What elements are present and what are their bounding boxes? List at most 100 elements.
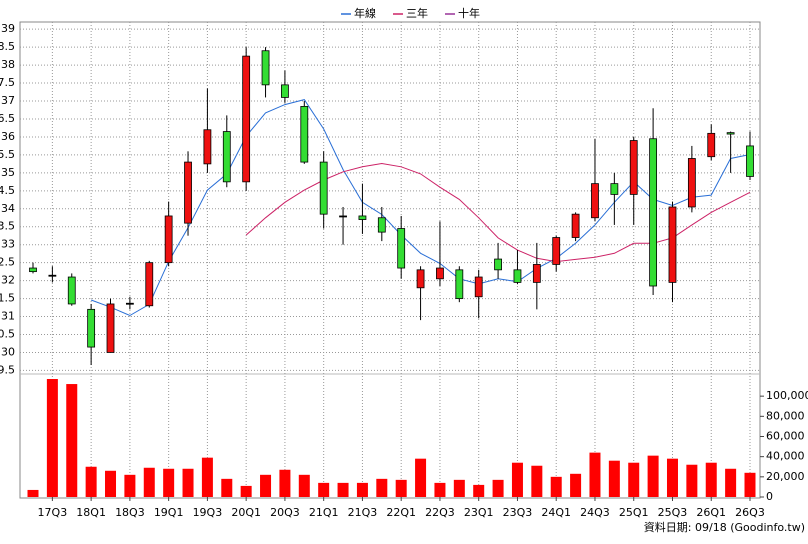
volume-bar — [725, 468, 737, 497]
candle-body — [629, 140, 638, 195]
volume-bar — [395, 479, 407, 497]
y-tick-label: 35.5 — [0, 148, 15, 161]
volume-bar — [124, 474, 136, 497]
volume-bar — [415, 458, 427, 497]
volume-bar — [570, 473, 582, 497]
x-tick-label: 19Q1 — [154, 506, 184, 519]
candle-body — [610, 183, 619, 195]
volume-bar — [318, 482, 330, 497]
candle-body — [106, 303, 115, 353]
y-tick-label: 33.5 — [0, 220, 15, 233]
y-tick-label: 32.5 — [0, 256, 15, 269]
x-tick-label: 21Q1 — [309, 506, 339, 519]
volume-bar — [686, 464, 698, 497]
candle-body — [87, 308, 96, 348]
candle-body — [125, 302, 134, 305]
candle-body — [707, 132, 716, 158]
x-tick-label: 20Q3 — [270, 506, 300, 519]
volume-bar — [647, 455, 659, 497]
x-tick-label: 25Q3 — [658, 506, 688, 519]
candle-body — [668, 206, 677, 283]
x-tick-label: 23Q3 — [503, 506, 533, 519]
volume-bar — [143, 467, 155, 497]
y2-tick-label: 80,000 — [766, 409, 805, 422]
candle-body — [474, 276, 483, 298]
volume-bar — [473, 484, 485, 497]
volume-bar — [511, 462, 523, 497]
candle-body — [164, 215, 173, 264]
candle-body — [48, 274, 57, 277]
x-tick-label: 26Q3 — [735, 506, 765, 519]
y-tick-label: 38.5 — [0, 40, 15, 53]
y-tick-label: 36.5 — [0, 112, 15, 125]
legend-label: 十年 — [458, 6, 480, 20]
volume-bar — [550, 476, 562, 497]
candle-body — [203, 129, 212, 165]
y-tick-label: 30 — [1, 345, 15, 358]
volume-bar — [201, 457, 213, 497]
volume-bar — [260, 474, 272, 497]
volume-bar — [434, 482, 446, 497]
y-tick-label: 31.5 — [0, 292, 15, 305]
volume-bar — [492, 479, 504, 497]
volume-bar — [453, 479, 465, 497]
volume-bar — [240, 485, 252, 497]
y2-tick-label: 100,000 — [766, 389, 808, 402]
legend-label: 年線 — [354, 6, 376, 20]
volume-bar — [27, 489, 39, 497]
y-tick-label: 37.5 — [0, 76, 15, 89]
volume-bar — [356, 482, 368, 497]
volume-bar — [182, 468, 194, 497]
candle-body — [455, 269, 464, 299]
candle-body — [358, 215, 367, 220]
candle-body — [571, 213, 580, 238]
y2-tick-label: 20,000 — [766, 470, 805, 483]
y-tick-label: 35 — [1, 166, 15, 179]
candle-body — [397, 228, 406, 269]
candle-body — [532, 264, 541, 283]
volume-bar — [744, 472, 756, 497]
candle-body — [261, 50, 270, 86]
y-tick-label: 33 — [1, 238, 15, 251]
y2-tick-label: 40,000 — [766, 450, 805, 463]
candle-body — [319, 161, 328, 215]
volume-bar — [531, 465, 543, 497]
volume-bar — [105, 470, 117, 497]
candle-body — [726, 132, 735, 135]
y-tick-label: 31 — [1, 310, 15, 323]
volume-bar — [279, 469, 291, 497]
candle-body — [281, 84, 289, 98]
ma-line — [90, 99, 751, 317]
y-tick-label: 36 — [1, 130, 15, 143]
volume-bar — [298, 474, 310, 497]
volume-bar — [705, 462, 717, 497]
x-tick-label: 18Q3 — [115, 506, 145, 519]
x-tick-label: 18Q1 — [76, 506, 106, 519]
x-tick-label: 21Q3 — [348, 506, 378, 519]
x-tick-label: 24Q3 — [580, 506, 610, 519]
x-tick-label: 17Q3 — [38, 506, 68, 519]
candle-body — [591, 183, 599, 219]
candle-body — [67, 276, 76, 305]
volume-bar — [589, 452, 601, 497]
candle-body — [436, 267, 444, 280]
candle-body — [746, 145, 754, 177]
y-tick-label: 34 — [1, 202, 15, 215]
candle-body — [222, 131, 231, 183]
candle-body — [29, 267, 37, 273]
volume-bar — [46, 379, 58, 497]
volume-bar — [163, 468, 175, 497]
candle-body — [184, 161, 192, 224]
y2-tick-label: 0 — [766, 490, 773, 503]
y-tick-label: 37 — [1, 94, 15, 107]
y-tick-label: 39 — [1, 22, 15, 35]
x-tick-label: 22Q3 — [425, 506, 455, 519]
volume-bar — [66, 384, 78, 497]
candle-body — [300, 106, 309, 163]
y-tick-label: 29.5 — [0, 363, 15, 376]
x-tick-label: 20Q1 — [231, 506, 261, 519]
candle-body — [649, 138, 658, 287]
candle-body — [242, 55, 251, 183]
